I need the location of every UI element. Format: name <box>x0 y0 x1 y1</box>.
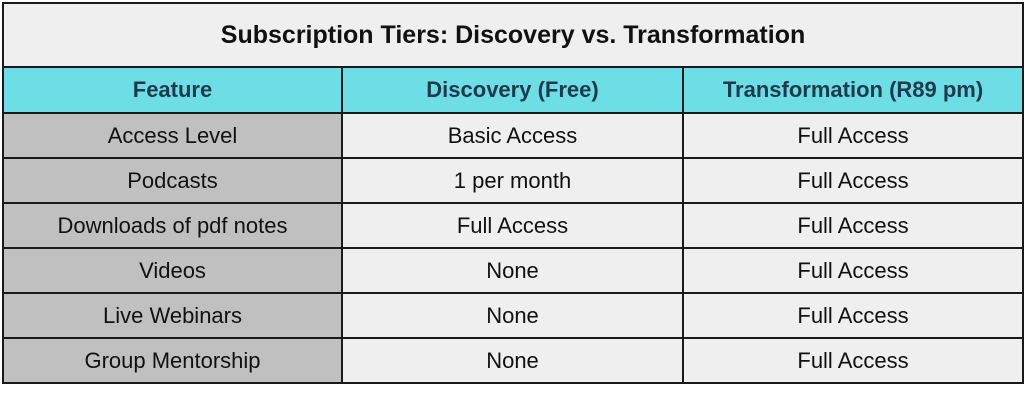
tier-cell: Full Access <box>681 157 1024 204</box>
table-row: Podcasts 1 per month Full Access <box>2 157 1024 204</box>
feature-cell: Group Mentorship <box>2 337 343 384</box>
table-row: Videos None Full Access <box>2 247 1024 294</box>
feature-cell: Downloads of pdf notes <box>2 202 343 249</box>
tiers-table: Subscription Tiers: Discovery vs. Transf… <box>1 2 1024 384</box>
tier-cell: 1 per month <box>341 157 684 204</box>
tier-cell: Full Access <box>681 112 1024 159</box>
header-row: Feature Discovery (Free) Transformation (R… <box>2 66 1024 114</box>
table-row: Downloads of pdf notes Full Access Full Ac… <box>2 202 1024 249</box>
tier-cell: Full Access <box>681 202 1024 249</box>
tier-cell: None <box>341 247 684 294</box>
feature-cell: Podcasts <box>2 157 343 204</box>
table-body: Access Level Basic Access Full Access Podca… <box>2 112 1024 384</box>
feature-cell: Videos <box>2 247 343 294</box>
table-row: Group Mentorship None Full Access <box>2 337 1024 384</box>
table-row: Live Webinars None Full Access <box>2 292 1024 339</box>
feature-cell: Live Webinars <box>2 292 343 339</box>
column-header: Feature <box>2 66 343 114</box>
tier-cell: None <box>341 337 684 384</box>
tier-cell: Full Access <box>681 247 1024 294</box>
tier-cell: Full Access <box>341 202 684 249</box>
column-header: Discovery (Free) <box>341 66 684 114</box>
title-row: Subscription Tiers: Discovery vs. Transf… <box>1 2 1024 68</box>
tier-cell: Full Access <box>681 292 1024 339</box>
tier-cell: Full Access <box>681 337 1024 384</box>
tier-cell: None <box>341 292 684 339</box>
table-title: Subscription Tiers: Discovery vs. Transf… <box>1 2 1024 68</box>
tier-cell: Basic Access <box>341 112 684 159</box>
column-header: Transformation (R89 pm) <box>681 66 1024 114</box>
feature-cell: Access Level <box>2 112 343 159</box>
table-row: Access Level Basic Access Full Access <box>2 112 1024 159</box>
